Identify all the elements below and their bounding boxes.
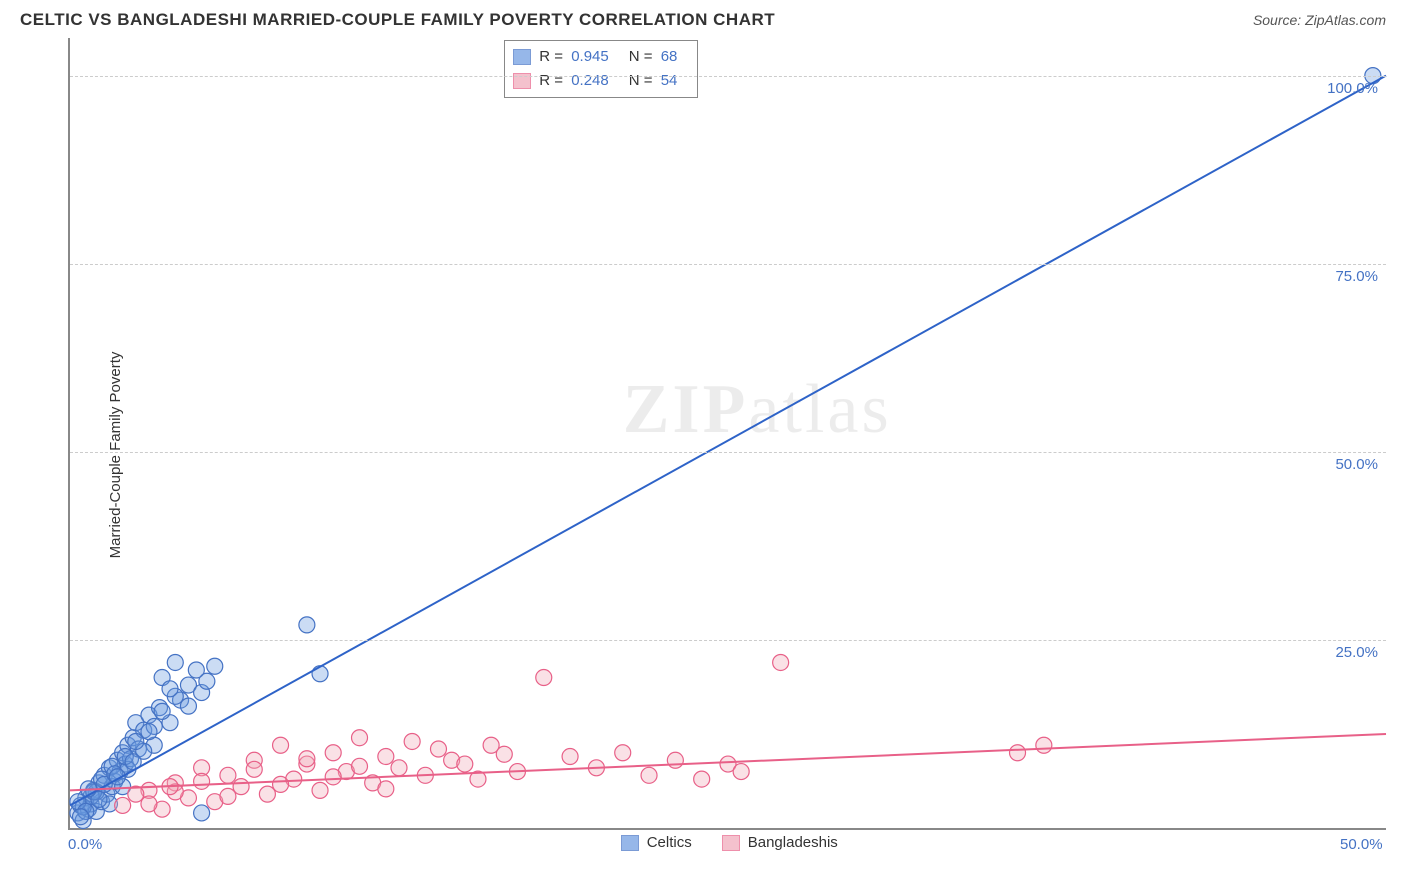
n-stat: N = 68 <box>629 45 690 69</box>
regression-line <box>70 734 1386 790</box>
data-point <box>194 805 210 821</box>
data-point <box>457 756 473 772</box>
data-point <box>220 788 236 804</box>
data-point <box>641 767 657 783</box>
gridline <box>70 264 1386 265</box>
source-prefix: Source: <box>1253 12 1305 28</box>
data-point <box>246 761 262 777</box>
data-point <box>352 758 368 774</box>
data-point <box>733 764 749 780</box>
y-tick-label: 25.0% <box>1335 644 1378 661</box>
legend-label: Bangladeshis <box>748 834 838 851</box>
data-point <box>162 681 178 697</box>
data-point <box>220 767 236 783</box>
chart-container: Married-Couple Family Poverty ZIPatlas R… <box>20 38 1386 872</box>
legend-item: Celtics <box>621 834 692 851</box>
data-point <box>128 733 144 749</box>
regression-line <box>70 76 1386 806</box>
data-point <box>167 654 183 670</box>
x-tick-label: 50.0% <box>1340 836 1383 853</box>
chart-svg <box>70 38 1386 828</box>
data-point <box>1010 745 1026 761</box>
correlation-legend: R = 0.945 N = 68 R = 0.248 N = 54 <box>504 40 698 98</box>
data-point <box>273 737 289 753</box>
gridline <box>70 640 1386 641</box>
y-tick-label: 50.0% <box>1335 456 1378 473</box>
data-point <box>1036 737 1052 753</box>
legend-label: Celtics <box>647 834 692 851</box>
y-tick-label: 75.0% <box>1335 268 1378 285</box>
data-point <box>378 781 394 797</box>
data-point <box>562 749 578 765</box>
data-point <box>391 760 407 776</box>
data-point <box>141 796 157 812</box>
legend-row: R = 0.248 N = 54 <box>513 69 689 93</box>
series-legend: Celtics Bangladeshis <box>621 834 838 851</box>
data-point <box>299 751 315 767</box>
data-point <box>194 773 210 789</box>
data-point <box>233 779 249 795</box>
gridline <box>70 76 1386 77</box>
data-point <box>536 670 552 686</box>
gridline <box>70 452 1386 453</box>
data-point <box>141 724 157 740</box>
data-point <box>352 730 368 746</box>
data-point <box>325 745 341 761</box>
data-point <box>207 658 223 674</box>
n-stat: N = 54 <box>629 69 690 93</box>
r-stat: R = 0.248 <box>539 69 620 93</box>
legend-swatch-icon <box>722 835 740 851</box>
r-stat: R = 0.945 <box>539 45 620 69</box>
data-point <box>259 786 275 802</box>
data-point <box>180 698 196 714</box>
source-attribution: Source: ZipAtlas.com <box>1253 12 1386 28</box>
data-point <box>667 752 683 768</box>
data-point <box>273 776 289 792</box>
data-point <box>199 673 215 689</box>
data-point <box>312 782 328 798</box>
legend-row: R = 0.945 N = 68 <box>513 45 689 69</box>
x-tick-label: 0.0% <box>68 836 102 853</box>
legend-item: Bangladeshis <box>722 834 838 851</box>
data-point <box>154 703 170 719</box>
y-tick-label: 100.0% <box>1327 80 1378 97</box>
data-point <box>404 733 420 749</box>
data-point <box>615 745 631 761</box>
plot-area: ZIPatlas R = 0.945 N = 68 R = 0.248 N = … <box>68 38 1386 830</box>
source-name: ZipAtlas.com <box>1305 12 1386 28</box>
data-point <box>378 749 394 765</box>
legend-swatch-icon <box>621 835 639 851</box>
data-point <box>430 741 446 757</box>
chart-title: CELTIC VS BANGLADESHI MARRIED-COUPLE FAM… <box>20 10 775 30</box>
data-point <box>773 654 789 670</box>
data-point <box>325 769 341 785</box>
data-point <box>312 666 328 682</box>
data-point <box>73 809 89 825</box>
data-point <box>496 746 512 762</box>
header: CELTIC VS BANGLADESHI MARRIED-COUPLE FAM… <box>20 10 1386 30</box>
legend-swatch-icon <box>513 49 531 65</box>
data-point <box>115 797 131 813</box>
data-point <box>299 617 315 633</box>
data-point <box>694 771 710 787</box>
